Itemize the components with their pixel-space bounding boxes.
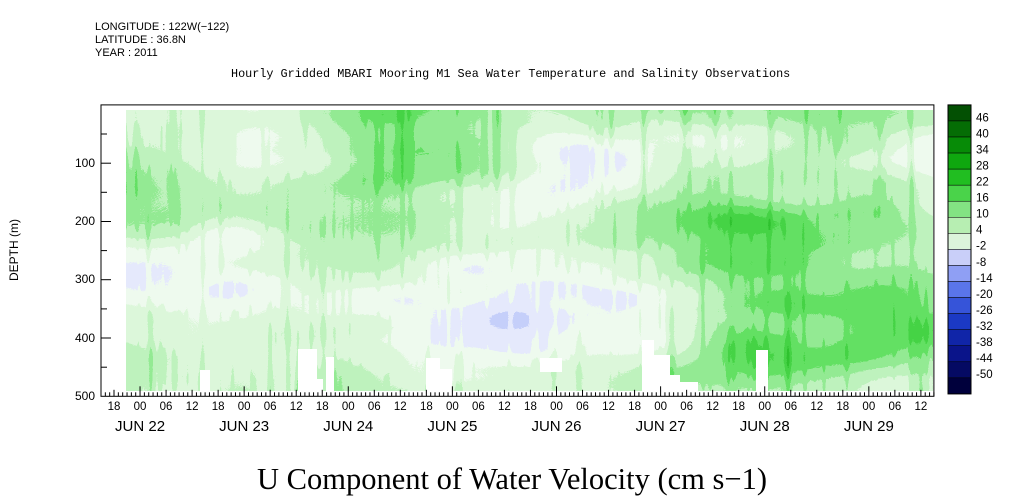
svg-text:00: 00 [134,401,147,413]
svg-text:12: 12 [498,401,511,413]
svg-text:06: 06 [264,401,277,413]
svg-text:00: 00 [342,401,355,413]
svg-text:06: 06 [368,401,381,413]
svg-text:JUN 23: JUN 23 [219,418,269,435]
svg-text:18: 18 [524,401,537,413]
svg-text:-38: -38 [976,337,993,349]
svg-text:18: 18 [732,401,745,413]
svg-text:06: 06 [888,401,901,413]
svg-text:100: 100 [75,156,95,170]
svg-text:00: 00 [550,401,563,413]
svg-text:500: 500 [75,389,95,403]
svg-text:46: 46 [976,112,989,124]
svg-text:16: 16 [976,193,989,205]
svg-text:12: 12 [810,401,823,413]
svg-text:12: 12 [394,401,407,413]
svg-text:06: 06 [160,401,173,413]
svg-text:34: 34 [976,144,989,156]
svg-text:400: 400 [75,331,95,345]
svg-text:06: 06 [472,401,485,413]
svg-text:18: 18 [316,401,329,413]
svg-text:18: 18 [420,401,433,413]
svg-text:12: 12 [290,401,303,413]
svg-text:18: 18 [108,401,121,413]
svg-text:-2: -2 [976,241,986,253]
svg-text:00: 00 [862,401,875,413]
svg-text:-14: -14 [976,273,993,285]
svg-text:10: 10 [976,209,989,221]
svg-text:Hourly Gridded MBARI Mooring M: Hourly Gridded MBARI Mooring M1 Sea Wate… [231,67,790,81]
svg-text:06: 06 [784,401,797,413]
svg-text:-20: -20 [976,289,993,301]
svg-text:JUN 29: JUN 29 [844,418,894,435]
svg-text:LATITUDE : 36.8N: LATITUDE : 36.8N [95,34,186,46]
svg-text:12: 12 [186,401,199,413]
svg-text:40: 40 [976,128,989,140]
svg-text:JUN 24: JUN 24 [323,418,373,435]
svg-text:4: 4 [976,225,983,237]
svg-text:JUN 28: JUN 28 [740,418,790,435]
svg-text:06: 06 [680,401,693,413]
svg-text:200: 200 [75,214,95,228]
svg-text:LONGITUDE : 122W(−122): LONGITUDE : 122W(−122) [95,21,229,33]
svg-text:28: 28 [976,160,989,172]
svg-text:JUN 25: JUN 25 [427,418,477,435]
svg-text:-50: -50 [976,369,993,381]
svg-text:06: 06 [576,401,589,413]
svg-text:22: 22 [976,176,989,188]
svg-text:00: 00 [758,401,771,413]
svg-text:JUN 22: JUN 22 [115,418,165,435]
svg-text:U Component of Water Velocity: U Component of Water Velocity (cm s−1) [257,462,767,496]
svg-text:12: 12 [706,401,719,413]
svg-text:00: 00 [446,401,459,413]
svg-text:YEAR : 2011: YEAR : 2011 [95,47,158,59]
svg-text:00: 00 [238,401,251,413]
svg-text:-44: -44 [976,353,993,365]
svg-text:JUN 27: JUN 27 [636,418,686,435]
svg-text:DEPTH (m): DEPTH (m) [7,219,21,281]
svg-text:12: 12 [602,401,615,413]
svg-text:JUN 26: JUN 26 [531,418,581,435]
svg-text:18: 18 [212,401,225,413]
svg-text:300: 300 [75,272,95,286]
svg-text:-8: -8 [976,257,986,269]
svg-text:18: 18 [628,401,641,413]
svg-text:-26: -26 [976,305,993,317]
svg-text:00: 00 [654,401,667,413]
svg-text:12: 12 [914,401,927,413]
svg-text:-32: -32 [976,321,993,333]
svg-text:18: 18 [836,401,849,413]
